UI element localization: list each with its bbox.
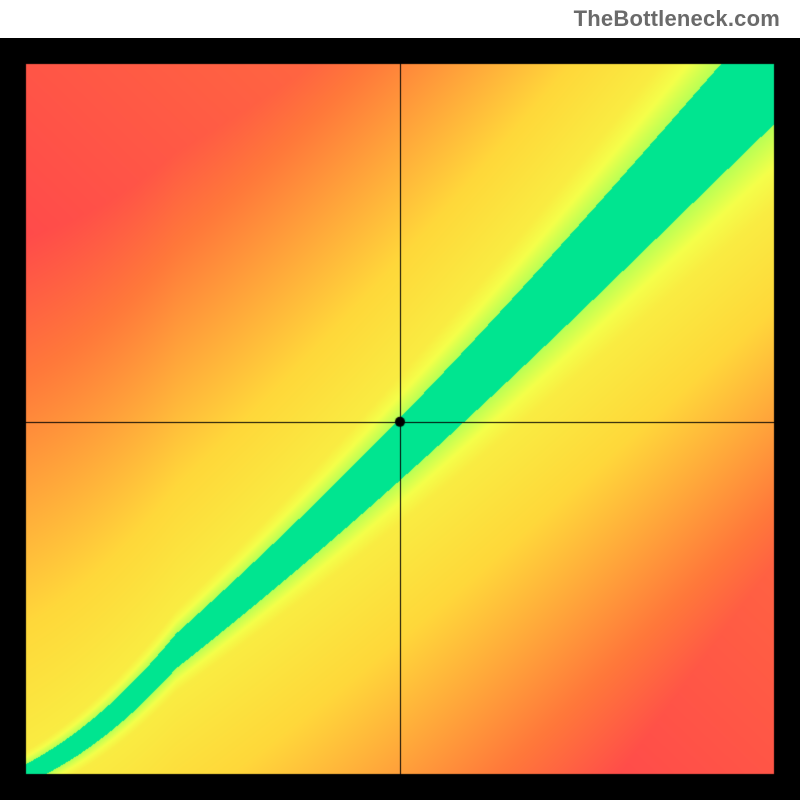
attribution-text: TheBottleneck.com: [574, 6, 780, 32]
heatmap-chart: [0, 38, 800, 800]
